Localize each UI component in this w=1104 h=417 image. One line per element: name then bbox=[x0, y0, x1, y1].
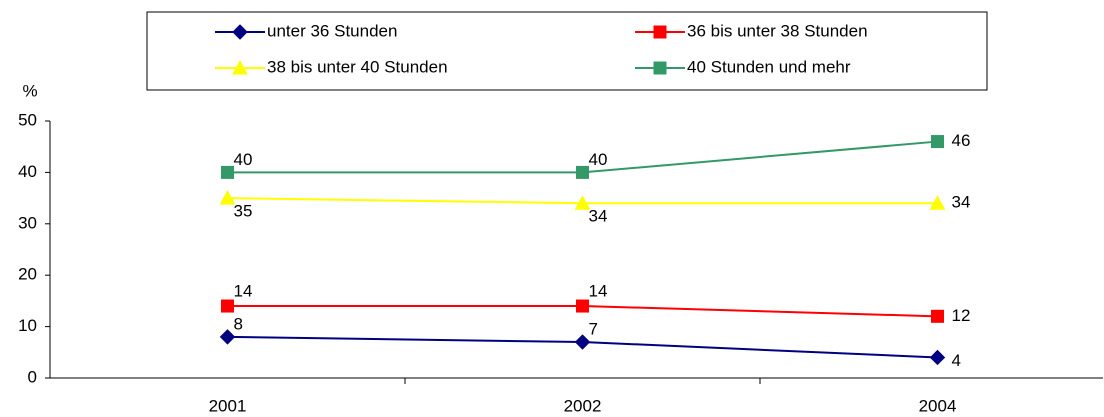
y-axis-label: % bbox=[22, 81, 37, 100]
legend-label: 38 bis unter 40 Stunden bbox=[267, 57, 448, 76]
legend-label: unter 36 Stunden bbox=[267, 21, 397, 40]
y-tick-label: 10 bbox=[18, 316, 37, 335]
x-tick-label: 2002 bbox=[564, 396, 602, 415]
marker bbox=[931, 309, 944, 323]
data-label: 8 bbox=[234, 314, 243, 333]
x-tick-label: 2004 bbox=[919, 396, 957, 415]
marker bbox=[653, 25, 667, 39]
marker bbox=[574, 334, 591, 350]
marker bbox=[576, 299, 589, 313]
data-label: 34 bbox=[589, 207, 608, 226]
y-tick-label: 40 bbox=[18, 162, 37, 181]
data-label: 35 bbox=[234, 202, 253, 221]
data-label: 14 bbox=[589, 282, 608, 301]
y-tick-label: 0 bbox=[28, 367, 37, 386]
legend-label: 36 bis unter 38 Stunden bbox=[687, 21, 868, 40]
data-label: 4 bbox=[952, 351, 961, 370]
data-label: 34 bbox=[952, 193, 971, 212]
data-label: 40 bbox=[234, 150, 253, 169]
legend-box bbox=[146, 11, 988, 91]
marker bbox=[576, 165, 589, 179]
data-label: 46 bbox=[952, 131, 971, 150]
legend-label: 40 Stunden und mehr bbox=[687, 57, 851, 76]
marker bbox=[929, 195, 946, 210]
data-label: 12 bbox=[952, 306, 971, 325]
marker bbox=[232, 24, 248, 40]
marker bbox=[221, 165, 234, 179]
marker bbox=[221, 299, 234, 313]
marker bbox=[653, 61, 667, 75]
marker bbox=[931, 135, 944, 149]
data-label: 40 bbox=[589, 150, 608, 169]
marker bbox=[232, 59, 248, 75]
data-label: 7 bbox=[589, 320, 598, 339]
x-tick-label: 2001 bbox=[209, 396, 247, 415]
y-tick-label: 20 bbox=[18, 265, 37, 284]
data-label: 14 bbox=[234, 282, 253, 301]
marker bbox=[219, 329, 236, 345]
marker bbox=[219, 190, 236, 205]
marker bbox=[929, 349, 946, 366]
y-tick-label: 30 bbox=[18, 213, 37, 232]
marker bbox=[574, 195, 591, 210]
y-tick-label: 50 bbox=[18, 110, 37, 129]
